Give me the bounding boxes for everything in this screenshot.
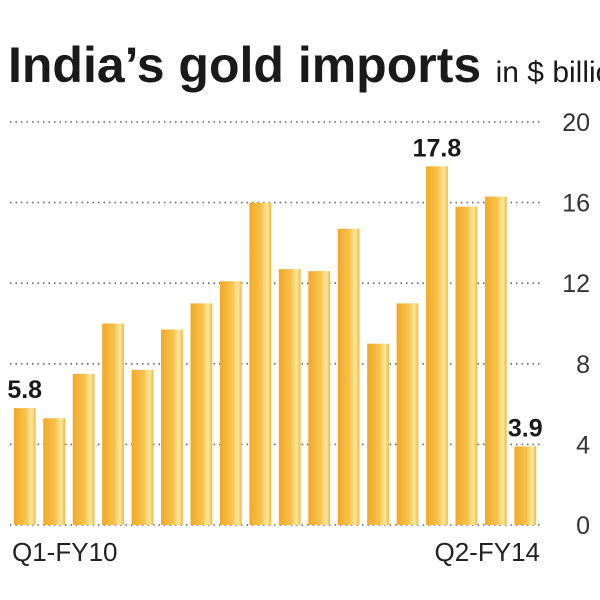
data-labels: 5.8 17.8 3.9 [7, 134, 542, 442]
y-tick-label: 12 [562, 270, 590, 298]
chart-title: India’s gold imports in $ billion [8, 37, 600, 93]
x-axis-labels: Q1-FY10 Q2-FY14 [12, 537, 540, 567]
bar [43, 418, 66, 525]
bar [308, 271, 331, 525]
bar [13, 408, 36, 525]
bar [219, 281, 242, 525]
y-axis-ticks: 0 4 8 12 16 20 [562, 109, 590, 540]
bar [161, 329, 183, 525]
x-category-label: Q2-FY14 [435, 537, 541, 567]
y-tick-label: 4 [576, 431, 590, 459]
chart-title-main: India’s gold imports [8, 37, 481, 93]
y-tick-label: 0 [576, 512, 590, 540]
grid-lines [10, 121, 540, 526]
bar [426, 166, 448, 525]
bar [190, 303, 213, 525]
bar [396, 303, 419, 525]
bar [102, 323, 124, 525]
bars [13, 166, 537, 526]
bar [337, 228, 360, 526]
data-label: 17.8 [413, 134, 462, 162]
y-tick-label: 8 [576, 351, 590, 379]
bar [249, 202, 272, 525]
data-label: 5.8 [7, 376, 42, 404]
chart-title-unit: in $ billion [496, 56, 600, 89]
x-category-label: Q1-FY10 [12, 537, 118, 567]
bar [72, 373, 95, 525]
bar [278, 269, 301, 525]
bar [484, 196, 507, 525]
y-tick-label: 16 [562, 190, 590, 218]
bar [514, 446, 537, 525]
bar [455, 206, 478, 525]
y-tick-label: 20 [562, 109, 590, 137]
bar [131, 369, 154, 525]
data-label: 3.9 [508, 414, 543, 442]
bar [367, 343, 389, 525]
